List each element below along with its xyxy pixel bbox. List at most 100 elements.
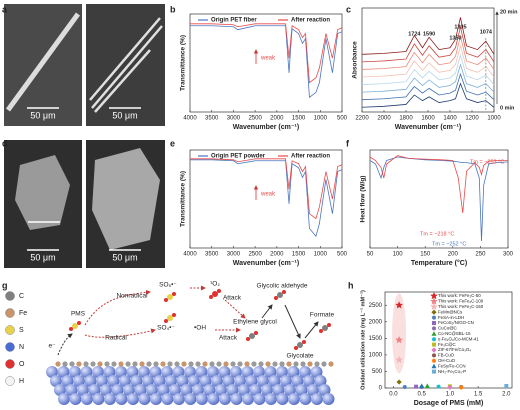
surface-atom (276, 393, 289, 405)
panel-letter: f (346, 138, 350, 148)
surface-atom (149, 366, 162, 378)
legend-label: ZIF-67/Fe/Co₃O₄ (438, 347, 471, 352)
legend-label: FeCoS₂/NrGO-CN (438, 320, 474, 325)
surface-atom (311, 393, 323, 405)
series-line (369, 156, 509, 242)
surface-site (195, 361, 201, 367)
point (424, 383, 430, 389)
surface-atom (54, 384, 66, 396)
surface-atom (249, 384, 262, 396)
molecule-atom (167, 294, 173, 300)
diagram-label: •OH (194, 325, 206, 332)
surface-atom (245, 375, 258, 387)
surface-atom (253, 366, 265, 378)
surface-atom (115, 366, 127, 378)
surface-atom (176, 375, 189, 387)
annotation: 0 min (500, 105, 515, 111)
surface-atom (134, 384, 147, 396)
surface-atom (50, 375, 62, 387)
surface-atom (100, 384, 112, 396)
x-tick-label: 1500 (292, 252, 306, 258)
annotation: 20 min (500, 9, 518, 15)
surface-site (251, 361, 257, 367)
x-axis-label: Dosage of PMS (mM) (414, 400, 484, 407)
element-label: O (19, 361, 25, 368)
surface-atom (192, 384, 204, 396)
point (395, 355, 403, 364)
legend-label: Origin PET powder (211, 154, 266, 160)
surface-site (202, 361, 208, 367)
molecule-atom (164, 319, 168, 323)
x-axis-label: Wavenumber (cm⁻¹) (233, 124, 299, 131)
y-axis-label: Transmittance (%) (180, 171, 187, 227)
plot-frame (361, 7, 495, 113)
molecule-atom (77, 321, 81, 325)
legend-label: FeSy/Fe-CCN (438, 363, 466, 368)
surface-atom (161, 366, 173, 378)
x-tick-label: 150 (420, 252, 431, 258)
surface-atom (222, 375, 235, 387)
molecule-atom (282, 290, 286, 294)
surface-site (174, 361, 180, 367)
legend-marker (432, 342, 436, 347)
point (395, 336, 403, 344)
surface-atom (242, 393, 254, 405)
surface-atom (58, 393, 70, 405)
series-line (190, 23, 343, 84)
diagram-art (57, 285, 319, 356)
y-tick-label: 2000 (369, 319, 383, 325)
surface-atom (127, 393, 139, 405)
surface-atom (276, 366, 288, 378)
surface-site (188, 361, 194, 367)
x-tick-label: 2.0 (502, 392, 511, 398)
point (419, 383, 425, 389)
surface-atom (157, 384, 170, 396)
surface-atom (230, 366, 242, 378)
plot-frame (369, 149, 509, 249)
molecule-atom (322, 325, 328, 331)
y-tick-label: 1500 (369, 336, 383, 342)
panel-letter: e (170, 138, 175, 148)
surface-atom (150, 393, 162, 405)
surface-atom (199, 375, 212, 387)
element-ball (5, 291, 15, 301)
diagram-label: Attack (219, 335, 238, 342)
element-label: Fe (19, 310, 27, 317)
y-tick-label: 0 (379, 386, 383, 392)
scale-label: 50 μm (112, 110, 137, 120)
x-tick-label: 2000 (270, 116, 284, 122)
x-tick-label: 500 (337, 116, 348, 122)
surface-site (69, 361, 75, 367)
surface-atom (165, 375, 177, 387)
molecule-atom (277, 292, 283, 298)
surface-atom (126, 366, 139, 378)
surface-atom (96, 375, 108, 387)
x-tick-label: 100 (393, 252, 404, 258)
element-ball (5, 376, 15, 386)
molecule-atom (294, 346, 298, 350)
legend-label: Fe₃C@C (438, 342, 456, 347)
molecule-atom (254, 331, 258, 335)
diagram-label: SO₄•⁻ (157, 325, 175, 332)
legend-marker (431, 309, 437, 315)
legend-label: FeSA-in-LDH (438, 315, 464, 320)
y-tick-label: 1000 (369, 352, 383, 358)
molecule-atom (319, 329, 323, 333)
fiber (89, 17, 163, 113)
legend-marker (432, 353, 436, 358)
surface-atom (80, 366, 93, 378)
surface-site (111, 361, 117, 367)
surface-atom (104, 393, 116, 405)
x-tick-label: 1000 (487, 116, 501, 122)
particle (92, 148, 160, 250)
diagram-label: Nonradical (116, 293, 148, 300)
legend-label: Co-NC@SBL-15 (438, 331, 471, 336)
x-axis-label: Wavenumber (cm⁻¹) (233, 260, 299, 267)
diagram-label: PMS (71, 311, 86, 318)
panel-letter: b (170, 4, 176, 14)
panel-letter: g (2, 280, 8, 290)
x-tick-label: 3500 (205, 252, 219, 258)
legend-label: NH₂-Fe₃Co₃-P (438, 369, 466, 374)
surface-site (167, 361, 173, 367)
legend-label: This work: FeFe₂C-50 (438, 293, 481, 298)
